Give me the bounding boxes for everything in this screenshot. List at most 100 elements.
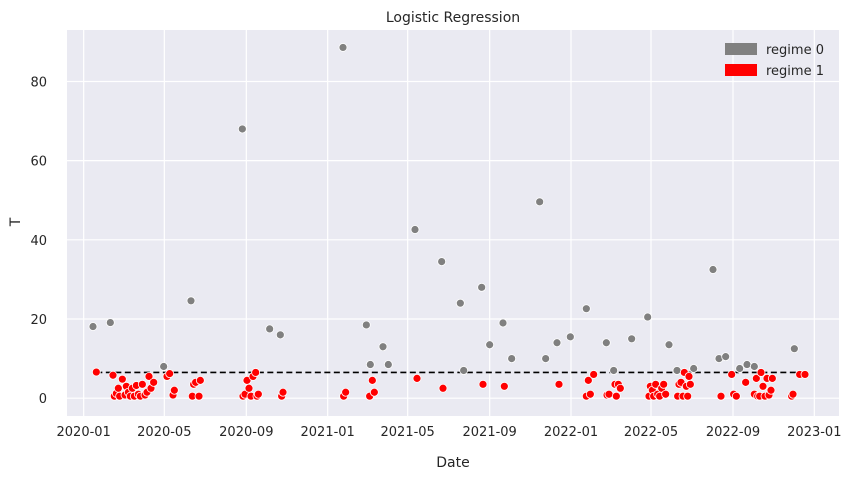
data-point[interactable] bbox=[455, 298, 465, 308]
data-point[interactable] bbox=[165, 369, 175, 379]
data-point[interactable] bbox=[477, 282, 487, 292]
x-tick-label: 2021-09 bbox=[463, 425, 517, 440]
data-point[interactable] bbox=[609, 366, 619, 375]
data-point[interactable] bbox=[758, 381, 768, 391]
data-point[interactable] bbox=[643, 312, 653, 322]
y-tick-label: 40 bbox=[30, 234, 47, 249]
data-point[interactable] bbox=[708, 265, 718, 274]
data-point[interactable] bbox=[716, 391, 726, 401]
data-point[interactable] bbox=[369, 387, 379, 397]
data-point[interactable] bbox=[742, 360, 752, 369]
x-tick-label: 2021-05 bbox=[381, 425, 435, 440]
data-point[interactable] bbox=[253, 389, 263, 399]
series-regime-0 bbox=[88, 43, 799, 375]
data-point[interactable] bbox=[659, 379, 669, 389]
data-point[interactable] bbox=[766, 385, 776, 395]
data-point[interactable] bbox=[751, 373, 761, 383]
data-point[interactable] bbox=[105, 318, 115, 327]
data-point[interactable] bbox=[169, 385, 179, 395]
data-point[interactable] bbox=[604, 389, 614, 399]
legend-label: regime 0 bbox=[766, 43, 824, 58]
data-point[interactable] bbox=[91, 367, 101, 377]
data-point[interactable] bbox=[88, 322, 98, 331]
data-point[interactable] bbox=[541, 354, 551, 363]
data-point[interactable] bbox=[683, 391, 693, 401]
data-point[interactable] bbox=[731, 391, 741, 401]
data-point[interactable] bbox=[583, 375, 593, 385]
y-axis-label: T bbox=[8, 217, 24, 227]
data-point[interactable] bbox=[627, 334, 637, 344]
data-point[interactable] bbox=[552, 338, 562, 348]
data-point[interactable] bbox=[361, 320, 371, 330]
data-point[interactable] bbox=[767, 373, 777, 383]
data-point[interactable] bbox=[585, 389, 595, 399]
data-point[interactable] bbox=[159, 362, 169, 371]
x-tick-label: 2020-05 bbox=[137, 425, 191, 440]
y-tick-label: 60 bbox=[30, 155, 47, 170]
data-point[interactable] bbox=[800, 370, 810, 379]
data-point[interactable] bbox=[485, 340, 495, 350]
data-point[interactable] bbox=[615, 383, 625, 393]
data-point[interactable] bbox=[275, 330, 285, 340]
legend[interactable]: regime 0 regime 1 bbox=[725, 43, 824, 79]
data-point[interactable] bbox=[137, 379, 147, 389]
data-point[interactable] bbox=[278, 387, 288, 397]
data-point[interactable] bbox=[689, 364, 699, 373]
data-point[interactable] bbox=[251, 368, 261, 377]
data-point[interactable] bbox=[565, 332, 575, 342]
y-tick-label: 80 bbox=[30, 75, 47, 90]
data-point[interactable] bbox=[341, 387, 351, 397]
data-point[interactable] bbox=[237, 124, 247, 134]
data-point[interactable] bbox=[601, 338, 611, 348]
legend-swatch bbox=[725, 64, 757, 76]
data-point[interactable] bbox=[149, 377, 159, 387]
data-point[interactable] bbox=[410, 225, 420, 234]
data-point[interactable] bbox=[727, 370, 737, 379]
data-point[interactable] bbox=[113, 383, 123, 393]
data-point[interactable] bbox=[438, 383, 448, 393]
data-point[interactable] bbox=[144, 372, 154, 381]
series-regime-1 bbox=[91, 367, 810, 401]
data-point[interactable] bbox=[365, 360, 375, 369]
data-point[interactable] bbox=[721, 352, 731, 362]
data-point[interactable] bbox=[195, 375, 205, 385]
data-point[interactable] bbox=[507, 354, 517, 363]
data-point[interactable] bbox=[338, 43, 348, 52]
data-point[interactable] bbox=[265, 324, 275, 334]
data-point[interactable] bbox=[499, 381, 509, 391]
data-point[interactable] bbox=[244, 383, 254, 393]
data-point[interactable] bbox=[735, 364, 745, 373]
data-point[interactable] bbox=[672, 366, 682, 375]
data-point[interactable] bbox=[664, 340, 674, 350]
data-point[interactable] bbox=[581, 304, 591, 314]
data-point[interactable] bbox=[478, 379, 488, 389]
data-point[interactable] bbox=[459, 366, 469, 375]
data-point[interactable] bbox=[589, 370, 599, 379]
data-point[interactable] bbox=[186, 296, 196, 306]
data-point[interactable] bbox=[684, 372, 694, 381]
data-point[interactable] bbox=[554, 379, 564, 389]
data-point[interactable] bbox=[535, 197, 545, 207]
y-tick-labels: 0 20 40 60 80 bbox=[30, 75, 47, 407]
data-point[interactable] bbox=[749, 362, 759, 371]
data-point[interactable] bbox=[788, 389, 798, 399]
data-point[interactable] bbox=[498, 318, 508, 328]
data-point[interactable] bbox=[108, 370, 118, 380]
data-point[interactable] bbox=[194, 391, 204, 401]
data-point[interactable] bbox=[367, 375, 377, 385]
x-axis-label: Date bbox=[436, 455, 469, 471]
x-tick-label: 2022-05 bbox=[624, 425, 678, 440]
data-point[interactable] bbox=[378, 342, 388, 352]
data-point[interactable] bbox=[661, 389, 671, 399]
data-point[interactable] bbox=[741, 377, 751, 387]
data-point[interactable] bbox=[685, 379, 695, 389]
data-point[interactable] bbox=[412, 373, 422, 383]
grid bbox=[67, 30, 839, 416]
data-point[interactable] bbox=[383, 360, 393, 369]
data-point[interactable] bbox=[756, 368, 766, 377]
data-point[interactable] bbox=[437, 257, 447, 267]
data-point[interactable] bbox=[789, 344, 799, 354]
data-point[interactable] bbox=[117, 374, 127, 384]
data-point[interactable] bbox=[611, 391, 621, 401]
